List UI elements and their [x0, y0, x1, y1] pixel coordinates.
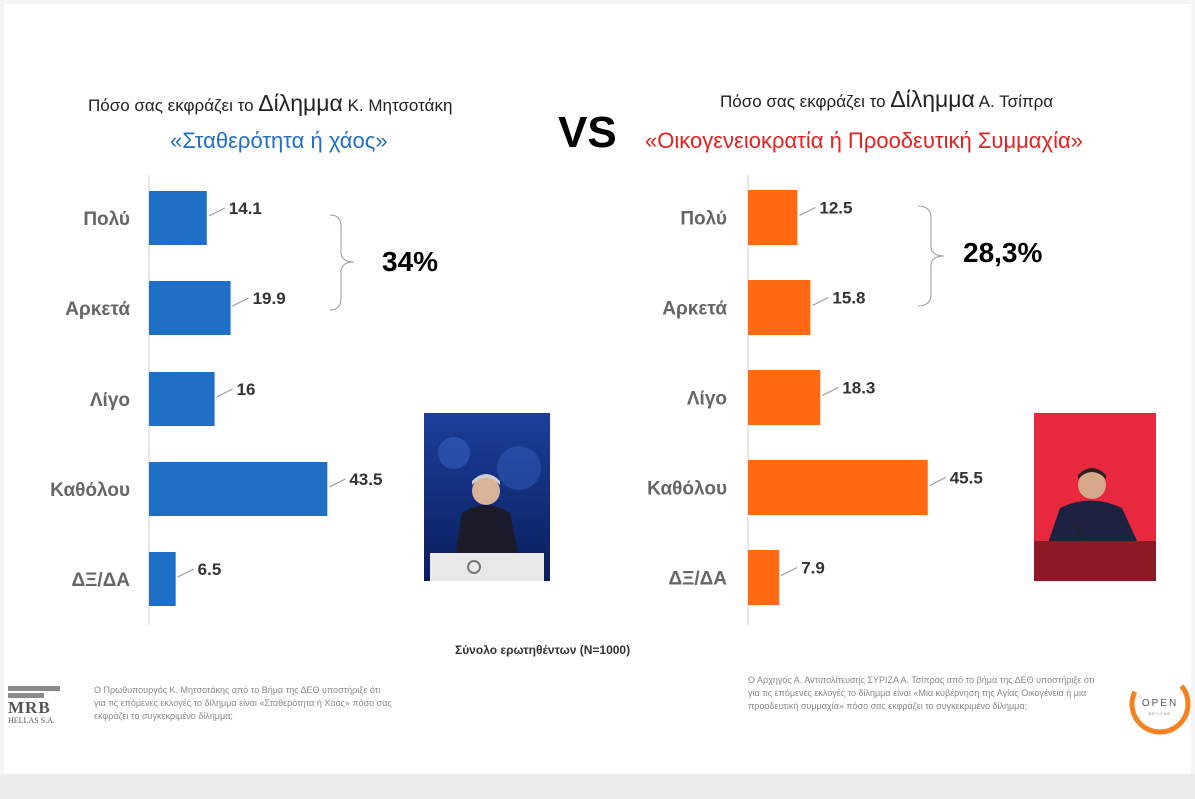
right-value-label: 18.3: [842, 379, 875, 398]
left-title: Πόσο σας εκφράζει το Δίλημμα Κ. Μητσοτάκ…: [88, 90, 452, 117]
right-bar: [748, 550, 780, 605]
left-subtitle: «Σταθερότητα ή χάος»: [170, 128, 388, 153]
right-category-label: Πολύ: [680, 209, 727, 230]
left-aggregate: 34%: [382, 246, 438, 277]
left-value-label: 16: [237, 380, 256, 399]
left-value-leader: [232, 297, 249, 307]
left-bar: [149, 191, 207, 245]
chart-left: Πολύ 14.1 Αρκετά 19.9 Λίγο 16 Καθόλου 43.5 ΔΞ/ΔΑ…: [50, 175, 382, 625]
right-value-label: 12.5: [819, 199, 852, 218]
left-value-label: 19.9: [253, 289, 286, 308]
right-bar: [748, 370, 821, 425]
right-title-big: Δίλημμα: [890, 86, 975, 112]
left-value-leader: [208, 207, 226, 217]
left-category-label: Καθόλου: [50, 480, 130, 501]
open-logo-sub: BEYOND: [1149, 711, 1172, 716]
left-bar: [149, 372, 215, 426]
left-value-label: 14.1: [229, 199, 262, 218]
right-value-label: 45.5: [950, 469, 983, 488]
right-bar: [748, 280, 811, 335]
left-value-leader: [216, 388, 233, 398]
left-value-leader: [177, 568, 194, 578]
left-bar: [149, 462, 328, 516]
chart-right: Πολύ 12.5 Αρκετά 15.8 Λίγο 18.3 Καθόλου 45.5 ΔΞ/…: [647, 175, 983, 625]
right-category-label: Αρκετά: [662, 299, 727, 320]
right-bar: [748, 190, 798, 245]
right-title-post: Α. Τσίπρα: [974, 92, 1054, 111]
left-value-label: 43.5: [349, 470, 382, 489]
mrb-logo-bar: [8, 693, 45, 698]
right-value-label: 7.9: [801, 559, 825, 578]
mrb-logo-text: MRB: [8, 698, 51, 717]
right-bracket: [917, 205, 945, 307]
right-value-leader: [780, 567, 798, 576]
right-footnote: Ο Αρχηγός Α. Αντιπολίτευσης ΣΥΡΙΖΑ Α. Τσ…: [748, 675, 1095, 711]
mrb-logo: MRB HELLAS S.A.: [8, 686, 60, 736]
right-bar: [748, 460, 928, 515]
mrb-logo-bar: [8, 686, 60, 691]
left-value-leader: [329, 478, 346, 488]
right-category-label: Λίγο: [687, 389, 727, 410]
left-bracket: [329, 214, 355, 311]
right-value-leader: [822, 387, 839, 396]
right-title: Πόσο σας εκφράζει το Δίλημμα Α. Τσίπρα: [720, 86, 1053, 113]
bottom-strip: [0, 774, 1195, 799]
vs-label: VS: [558, 108, 617, 157]
base-note: Σύνολο ερωτηθέντων (N=1000): [455, 643, 631, 657]
left-title-post: Κ. Μητσοτάκη: [342, 96, 453, 115]
right-category-label: ΔΞ/ΔΑ: [668, 569, 727, 590]
right-value-leader: [799, 207, 816, 216]
right-value-label: 15.8: [832, 289, 865, 308]
left-value-label: 6.5: [198, 560, 222, 579]
right-aggregate: 28,3%: [963, 237, 1042, 268]
right-value-leader: [929, 477, 946, 486]
left-category-label: ΔΞ/ΔΑ: [71, 570, 130, 591]
left-footnote: Ο Πρωθυπουργός Κ. Μητσοτάκης από το Βήμα…: [94, 685, 392, 721]
left-title-pre: Πόσο σας εκφράζει το: [88, 96, 259, 115]
right-subtitle: «Οικογενειοκρατία ή Προοδευτική Συμμαχία…: [645, 128, 1083, 153]
left-category-label: Λίγο: [90, 390, 130, 411]
left-category-label: Αρκετά: [65, 299, 130, 320]
open-logo-text: OPEN: [1142, 698, 1178, 709]
right-title-pre: Πόσο σας εκφράζει το: [720, 92, 891, 111]
left-title-big: Δίλημμα: [258, 90, 343, 116]
right-category-label: Καθόλου: [647, 479, 727, 500]
left-bar: [149, 281, 231, 335]
right-value-leader: [812, 297, 829, 306]
left-bar: [149, 552, 176, 606]
mrb-logo-sub: HELLAS S.A.: [8, 716, 55, 725]
open-logo: OPEN BEYOND: [1129, 673, 1191, 735]
tsipras-photo: [1034, 413, 1156, 581]
mitsotakis-photo: [424, 413, 550, 581]
left-category-label: Πολύ: [83, 209, 130, 230]
